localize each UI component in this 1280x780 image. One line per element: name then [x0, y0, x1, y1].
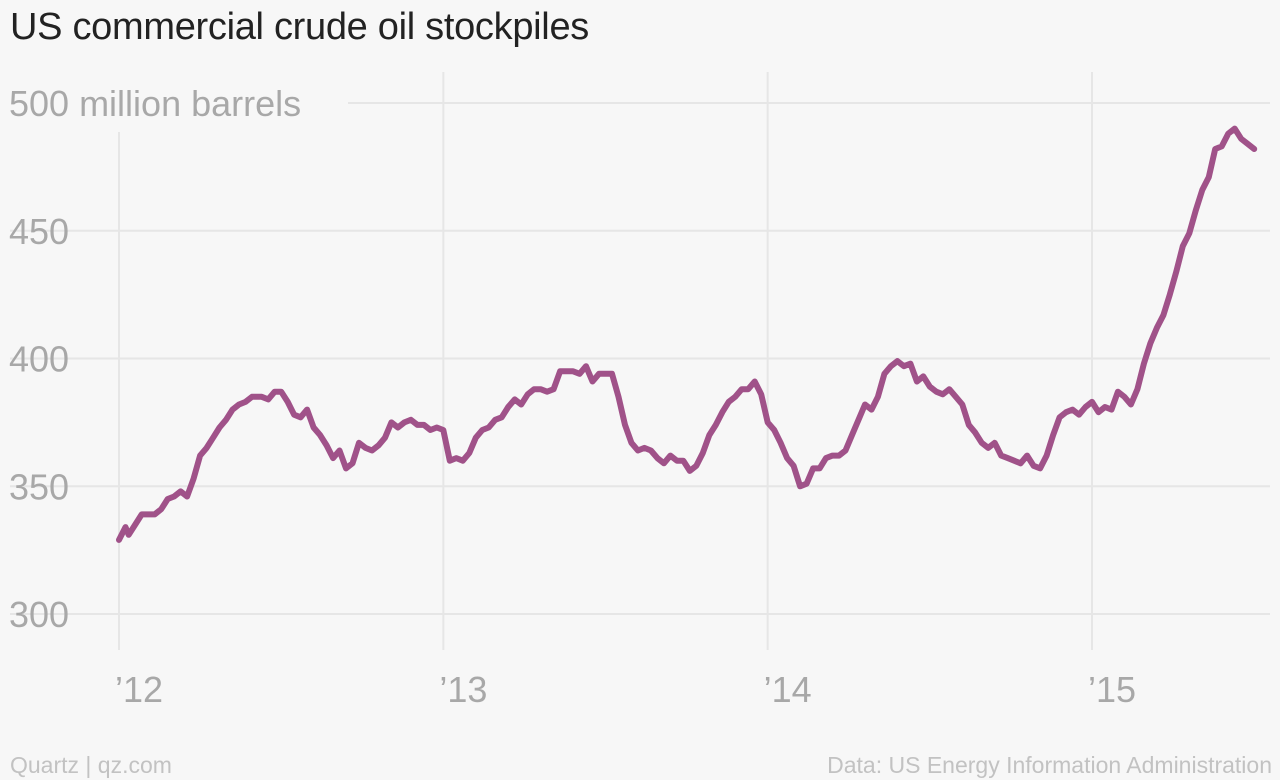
- y-tick-label-300: 300: [9, 594, 69, 635]
- chart-title: US commercial crude oil stockpiles: [10, 6, 589, 48]
- y-tick-label-350: 350: [9, 466, 69, 507]
- x-tick-label-2012: ’12: [115, 669, 163, 710]
- y-tick-label-400: 400: [9, 339, 69, 380]
- y-tick-label-500: 500 million barrels: [9, 83, 301, 124]
- footer-source: Data: US Energy Information Administrati…: [827, 752, 1272, 778]
- x-tick-label-2013: ’13: [439, 669, 487, 710]
- gridlines: [10, 72, 1270, 650]
- x-tick-label-2014: ’14: [764, 669, 812, 710]
- series-line-0: [116, 125, 1258, 543]
- y-axis-ticks: 500 million barrels 450 400 350 300: [9, 83, 301, 635]
- series-group: [116, 125, 1258, 543]
- footer-credit: Quartz | qz.com: [10, 752, 172, 778]
- x-tick-label-2015: ’15: [1088, 669, 1136, 710]
- y-tick-label-450: 450: [9, 211, 69, 252]
- x-axis-ticks: ’12 ’13 ’14 ’15: [115, 669, 1136, 710]
